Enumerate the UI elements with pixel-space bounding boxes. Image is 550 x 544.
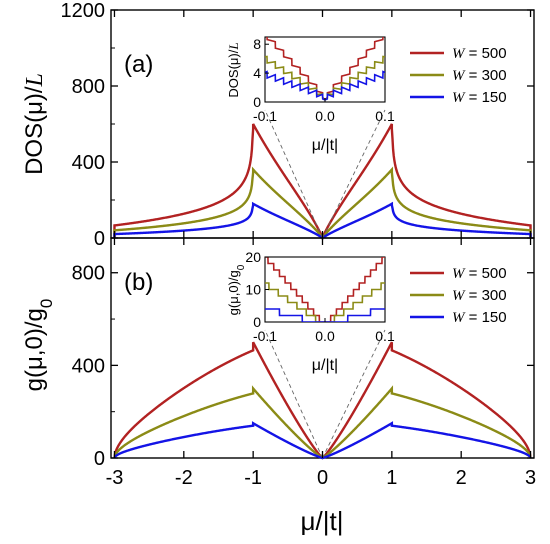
inset-guide-line (264, 109, 323, 239)
inset-xtick-label: -0.1 (253, 328, 277, 344)
inset-curve-group (265, 257, 385, 322)
ytick-label: 400 (72, 152, 105, 174)
ytick-label: 400 (72, 355, 105, 377)
ytick-label: 1200 (61, 0, 106, 22)
panel-b-inset-frame (264, 256, 386, 323)
legend-label-500: W = 500 (452, 265, 507, 282)
panel-b-xlabel: μ/|t| (301, 506, 344, 536)
legend-label-300: W = 300 (452, 67, 507, 84)
panel-a-inset-ylabel-text: DOS(μ)/ (226, 49, 241, 97)
panel-a-inset-ylabel-italic: L (226, 42, 241, 50)
inset-xtick-label: 0.0 (315, 108, 335, 124)
panel-b-inset-ylabel: g(μ,0)/g0 (226, 264, 247, 315)
xtick-label: -1 (244, 467, 262, 489)
legend-label-150: W = 150 (452, 89, 507, 106)
panel-a-inset-ylabel: DOS(μ)/L (226, 42, 241, 97)
panel-b-ylabel-sub: 0 (37, 299, 56, 308)
inset-guide-line (322, 329, 386, 459)
inset-ytick-label: 4 (253, 65, 261, 81)
xtick-label: 1 (386, 467, 397, 489)
legend-label-150: W = 150 (452, 309, 507, 326)
panel-a-inset-frame (264, 36, 386, 103)
inset-series-line-150 (265, 308, 385, 322)
panel-a-inset: 0 4 8 -0.1 0.0 0.1 DOS(μ)/L μ/|t| (226, 36, 395, 154)
ytick-label: 0 (94, 448, 105, 470)
panel-a-ylabel-text: DOS(μ)/ (21, 86, 48, 175)
panel-b-inset-curves (265, 257, 385, 322)
inset-xtick-label: -0.1 (253, 108, 277, 124)
panel-b-inset-guides (264, 329, 386, 459)
ytick-label: 800 (72, 76, 105, 98)
inset-xtick-label: 0.1 (375, 328, 395, 344)
panel-b-inset-xlabel: μ/|t| (312, 357, 338, 374)
panel-a-legend: W = 500 W = 300 W = 150 (410, 45, 507, 106)
xtick-label: 0 (317, 467, 328, 489)
inset-ytick-label: 8 (253, 36, 261, 52)
panel-b-label: (b) (124, 269, 153, 296)
inset-xtick-label: 0.0 (315, 328, 335, 344)
inset-series-line-300 (265, 282, 385, 322)
panel-a-ylabel-italic: L (22, 73, 48, 87)
series-line-300 (113, 166, 532, 241)
xtick-label: 2 (456, 467, 467, 489)
inset-ytick-label: 20 (245, 249, 261, 265)
panel-a-inset-xlabel: μ/|t| (312, 137, 338, 154)
panel-b-inset-ylabel-sub: 0 (236, 264, 247, 270)
inset-guide-line (322, 109, 386, 239)
inset-ytick-label: 0 (253, 94, 261, 110)
legend-label-300: W = 300 (452, 287, 507, 304)
legend-label-500: W = 500 (452, 45, 507, 62)
panel-a-inset-ticks: 0 4 8 -0.1 0.0 0.1 (253, 36, 395, 124)
xtick-label: 3 (525, 467, 536, 489)
series-line-300 (113, 385, 532, 460)
ytick-label: 0 (94, 228, 105, 250)
inset-ytick-label: 0 (253, 314, 261, 330)
panel-b-inset-ticks: 0 10 20 -0.1 0.0 0.1 (245, 249, 395, 344)
panel-a-label: (a) (124, 51, 153, 78)
ytick-label: 800 (72, 263, 105, 285)
xtick-label: -2 (175, 467, 193, 489)
panel-b-inset-ylabel-text: g(μ,0)/g (226, 270, 241, 315)
panel-b-ylabel-text: g(μ,0)/g (21, 308, 48, 391)
panel-a-ticks: 0 400 800 1200 (61, 0, 534, 250)
panel-a-ylabel: DOS(μ)/L (21, 73, 48, 175)
inset-series-line-500 (265, 257, 385, 322)
inset-xtick-label: 0.1 (375, 108, 395, 124)
xtick-label: -3 (106, 467, 124, 489)
panel-a-inset-guides (264, 109, 386, 239)
panel-b-legend: W = 500 W = 300 W = 150 (410, 265, 507, 326)
inset-guide-line (264, 329, 323, 459)
inset-ytick-label: 10 (245, 282, 261, 298)
panel-b-ylabel: g(μ,0)/g0 (21, 299, 56, 392)
panel-b-ticks: 0 400 800 -3 -2 -1 0 1 2 3 (72, 238, 536, 489)
